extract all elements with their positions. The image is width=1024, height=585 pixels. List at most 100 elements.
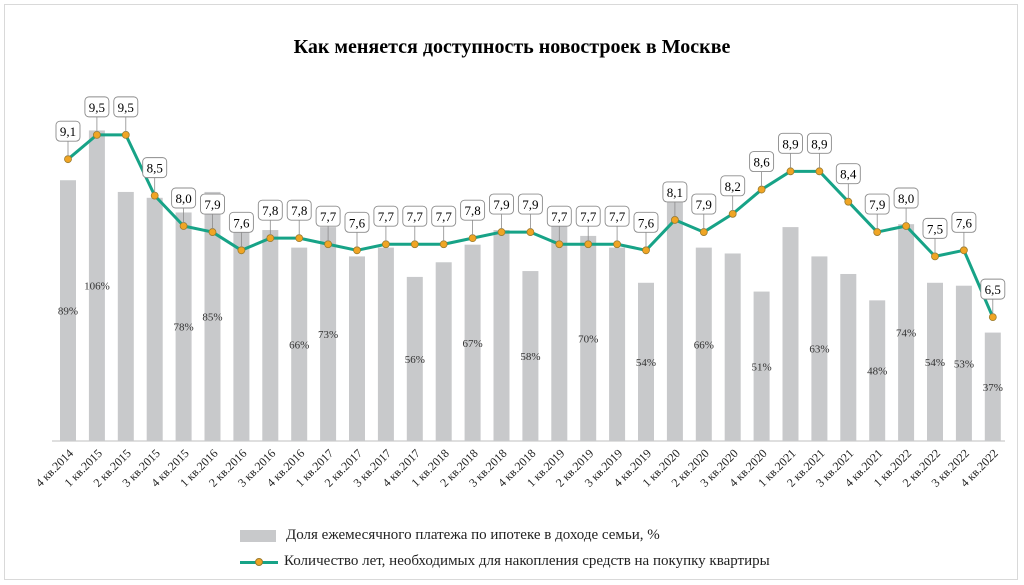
line-point <box>988 313 997 322</box>
line-value-label: 8,6 <box>753 155 770 170</box>
line-point <box>93 130 101 139</box>
bar <box>88 130 105 442</box>
line-value-label: 7,6 <box>956 215 973 230</box>
line-point <box>121 130 130 139</box>
bar-value-label: 58% <box>520 351 540 363</box>
line-layer <box>64 130 997 322</box>
bar <box>493 230 510 441</box>
bar <box>175 212 192 441</box>
bar-value-label: 66% <box>694 339 714 351</box>
line-point <box>208 228 217 236</box>
bar-value-label: 53% <box>954 358 974 370</box>
line-point <box>237 246 246 255</box>
line-value-box <box>951 211 977 233</box>
line-value-box <box>84 96 110 118</box>
line-labels-layer: 9,1 9,5 9,5 8,5 8,0 7,9 7,6 7,8 7,8 7,7 7,6 7,7 7,7 7… <box>55 96 1006 315</box>
legend-bar-swatch <box>240 529 276 542</box>
line-point <box>410 240 419 249</box>
legend-item-line: Количество лет, необходимых для накоплен… <box>240 553 770 570</box>
line-value-label: 8,0 <box>898 191 914 206</box>
bar-value-label: 70% <box>578 333 598 345</box>
line-point <box>555 240 564 249</box>
line-point <box>671 216 679 224</box>
line-value-box <box>749 151 775 173</box>
bar <box>204 191 221 441</box>
line-point <box>497 228 506 236</box>
bar <box>377 247 394 441</box>
bar <box>869 300 886 441</box>
line-value-label: 8,2 <box>725 179 741 194</box>
bar <box>927 282 943 441</box>
line-value-label: 8,5 <box>147 161 163 176</box>
line-value-label: 7,9 <box>522 197 538 212</box>
bar <box>724 253 741 441</box>
bar-value-label: 66% <box>289 339 309 351</box>
line-value-label: 7,9 <box>204 197 220 212</box>
bar-value-label: 51% <box>752 361 772 373</box>
line-value-label: 7,6 <box>349 215 366 230</box>
line-value-box <box>546 205 572 227</box>
line-value-label: 8,0 <box>175 191 191 206</box>
line-point <box>931 252 939 261</box>
bar-labels-layer: 89% 106% 78% 85% 66% 73% 56% 67% 58% 70% 54% 66% 51%… <box>58 281 1003 394</box>
bar <box>782 227 799 441</box>
legend-bars-label: Доля ежемесячного платежа по ипотеке в д… <box>286 527 660 543</box>
line-value-label: 7,9 <box>493 197 509 212</box>
line-value-box <box>257 199 283 221</box>
line-point <box>295 234 304 243</box>
line-value-label: 8,9 <box>811 136 827 151</box>
line-value-box <box>835 163 861 185</box>
bar-value-label: 74% <box>896 328 916 340</box>
line-point <box>728 209 737 218</box>
line-value-label: 7,7 <box>320 209 337 224</box>
line-value-label: 7,7 <box>436 209 453 224</box>
line-value-label: 7,7 <box>580 209 597 224</box>
line-value-label: 6,5 <box>985 282 1001 297</box>
line-value-label: 8,1 <box>667 185 683 200</box>
line-point <box>381 240 390 249</box>
line-value-box <box>489 193 514 215</box>
line-value-box <box>171 187 197 209</box>
bar-value-label: 63% <box>809 344 829 356</box>
line-value-label: 7,8 <box>464 203 480 218</box>
bar-value-label: 37% <box>983 382 1003 394</box>
line-value-label: 9,1 <box>60 124 76 139</box>
bar <box>898 224 915 441</box>
bar-value-label: 106% <box>84 281 110 293</box>
line-value-box <box>142 157 168 179</box>
line-value-label: 7,8 <box>262 203 278 218</box>
bar <box>60 180 76 442</box>
bar-value-label: 56% <box>405 354 425 366</box>
line-point <box>873 228 882 236</box>
line-value-box <box>402 205 428 227</box>
line-point <box>815 167 824 176</box>
line-value-box <box>633 211 659 233</box>
bar <box>146 197 163 441</box>
bar <box>320 227 337 441</box>
line-value-box <box>778 132 803 154</box>
bar <box>349 256 365 441</box>
line-point <box>642 246 650 255</box>
line-point <box>584 240 593 249</box>
line-value-label: 7,7 <box>551 209 568 224</box>
line-value-label: 7,6 <box>233 215 250 230</box>
line-point <box>844 197 853 206</box>
bar-value-label: 89% <box>58 306 78 318</box>
line-value-label: 7,8 <box>291 203 307 218</box>
line-point <box>902 222 910 230</box>
line-value-box <box>980 278 1006 300</box>
bar-value-label: 85% <box>202 311 222 323</box>
line-point <box>439 240 448 249</box>
line-point <box>786 167 795 176</box>
bar <box>840 273 857 441</box>
chart-title: Как меняется доступность новостроек в Мо… <box>293 36 731 58</box>
line-point <box>757 185 766 194</box>
line-value-box <box>55 120 81 142</box>
line-value-box <box>806 132 832 154</box>
line-value-box <box>315 205 341 227</box>
bar <box>984 332 1001 441</box>
legend-line-swatch <box>240 555 278 569</box>
line-value-box <box>720 175 746 197</box>
line-value-label: 9,5 <box>89 100 105 115</box>
line-value-box <box>228 211 254 233</box>
